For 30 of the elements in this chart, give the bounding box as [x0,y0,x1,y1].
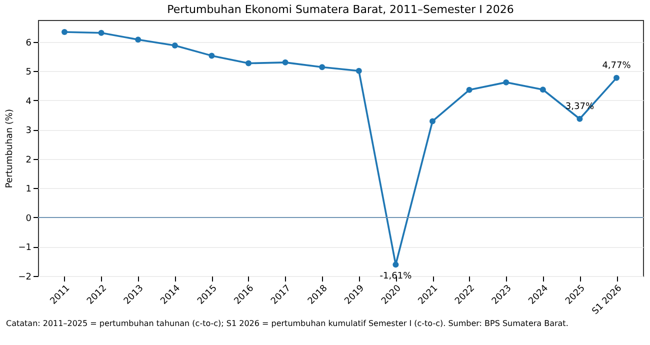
y-tick-label: 5 [26,68,32,78]
point [392,262,399,268]
y-axis-title: Pertumbuhan (%) [5,108,16,188]
y-tick-label: −1 [18,243,32,254]
point [135,36,142,43]
text: Catatan: 2011–2025 = pertumbuhan tahunan (c-to-c); S1 2026 = pertumbuhan kumulatif Semester I (c-to-c). Sumber: BPS Sumatera Barat. [0,318,650,329]
y-tick-label: −2 [18,272,32,282]
y-tick-label: 3 [26,126,32,136]
y-tick-label: 0 [26,214,32,224]
point [282,59,288,66]
chart-title: Pertumbuhan Ekonomi Sumatera Barat, 2011–Semester I 2026 [167,3,514,16]
point [172,42,178,48]
point [466,86,472,93]
point [246,60,252,66]
point [61,29,68,35]
point [208,52,215,59]
annotation: 4,77% [602,60,632,71]
point [356,68,362,74]
point [430,118,436,124]
y-tick-label: 4 [26,96,32,107]
y-tick-label: 2 [26,155,32,166]
point [614,74,620,81]
y-tick-label: 1 [26,184,32,195]
point [503,79,510,86]
point [98,30,104,36]
point [540,86,546,93]
point [576,116,583,122]
point [319,64,326,70]
y-tick-label: 6 [26,38,32,48]
annotation: -1,61% [380,272,412,282]
